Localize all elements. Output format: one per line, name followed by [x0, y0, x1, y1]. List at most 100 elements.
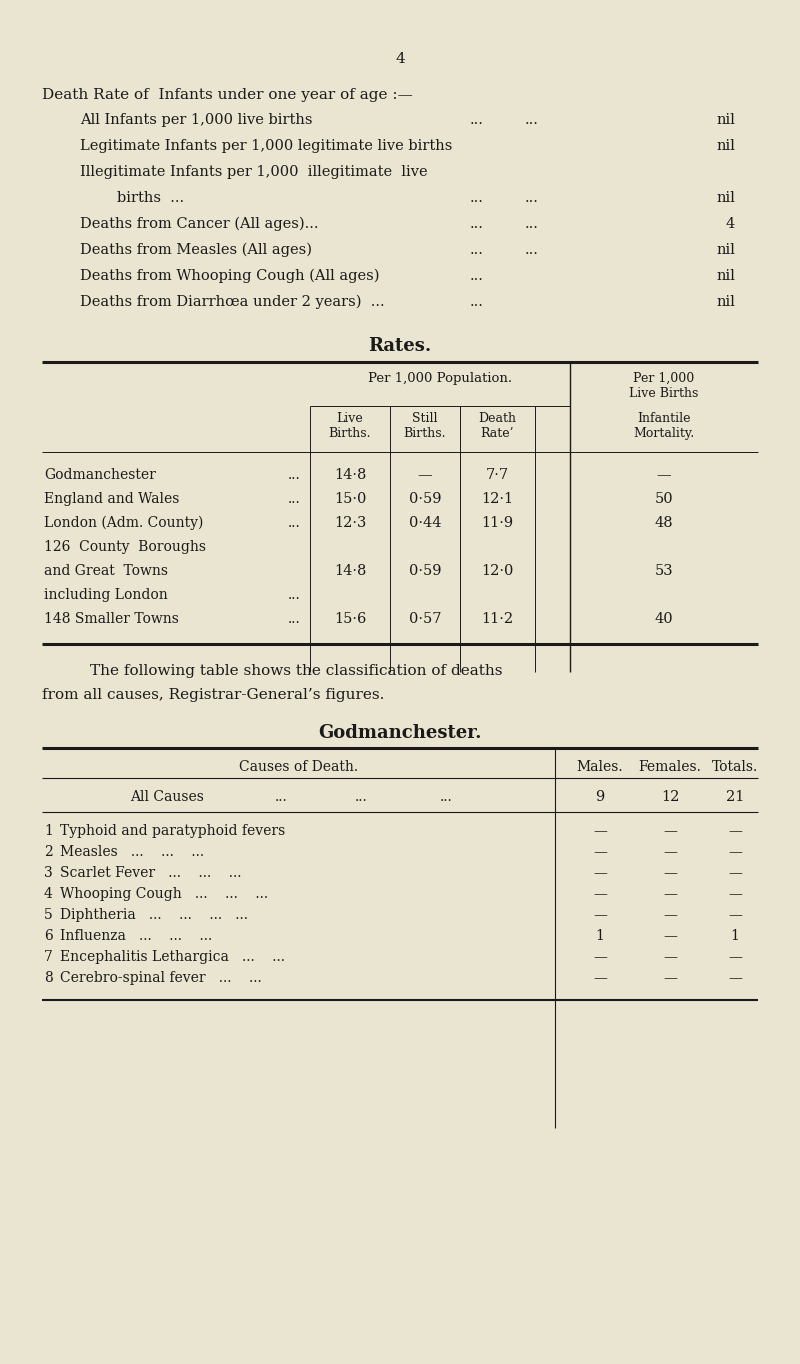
Text: Influenza   ...    ...    ...: Influenza ... ... ...: [60, 929, 212, 943]
Text: 12·1: 12·1: [482, 492, 514, 506]
Text: Infantile
Mortality.: Infantile Mortality.: [634, 412, 694, 441]
Text: —: —: [593, 971, 607, 985]
Text: —: —: [663, 866, 677, 880]
Text: Deaths from Diarrhœa under 2 years)  ...: Deaths from Diarrhœa under 2 years) ...: [80, 295, 385, 310]
Text: 0·44: 0·44: [409, 516, 442, 531]
Text: ...: ...: [470, 113, 484, 127]
Text: 7: 7: [44, 949, 53, 964]
Text: Typhoid and paratyphoid fevers: Typhoid and paratyphoid fevers: [60, 824, 286, 837]
Text: 2: 2: [44, 846, 53, 859]
Text: Causes of Death.: Causes of Death.: [239, 760, 358, 773]
Text: 1: 1: [44, 824, 53, 837]
Text: Per 1,000
Live Births: Per 1,000 Live Births: [630, 372, 698, 400]
Text: ...: ...: [470, 191, 484, 205]
Text: —: —: [593, 887, 607, 902]
Text: ...: ...: [275, 790, 288, 803]
Text: Legitimate Infants per 1,000 legitimate live births: Legitimate Infants per 1,000 legitimate …: [80, 139, 452, 153]
Text: London (Adm. County): London (Adm. County): [44, 516, 203, 531]
Text: ...: ...: [288, 492, 301, 506]
Text: 15·6: 15·6: [334, 612, 366, 626]
Text: 11·9: 11·9: [482, 516, 514, 531]
Text: ...: ...: [288, 516, 301, 531]
Text: 1: 1: [730, 929, 739, 943]
Text: nil: nil: [716, 269, 735, 282]
Text: —: —: [663, 949, 677, 964]
Text: The following table shows the classification of deaths: The following table shows the classifica…: [90, 664, 502, 678]
Text: 14·8: 14·8: [334, 563, 366, 578]
Text: 6: 6: [44, 929, 53, 943]
Text: All Causes: All Causes: [130, 790, 204, 803]
Text: from all causes, Registrar-General’s figures.: from all causes, Registrar-General’s fig…: [42, 687, 384, 702]
Text: 15·0: 15·0: [334, 492, 366, 506]
Text: Cerebro-spinal fever   ...    ...: Cerebro-spinal fever ... ...: [60, 971, 262, 985]
Text: ...: ...: [525, 113, 539, 127]
Text: 0·59: 0·59: [409, 563, 442, 578]
Text: —: —: [593, 824, 607, 837]
Text: including London: including London: [44, 588, 168, 602]
Text: Live
Births.: Live Births.: [329, 412, 371, 441]
Text: England and Wales: England and Wales: [44, 492, 179, 506]
Text: ...: ...: [288, 588, 301, 602]
Text: —: —: [728, 824, 742, 837]
Text: ...: ...: [525, 217, 539, 231]
Text: Per 1,000 Population.: Per 1,000 Population.: [368, 372, 512, 385]
Text: Females.: Females.: [638, 760, 702, 773]
Text: nil: nil: [716, 295, 735, 310]
Text: 4: 4: [726, 217, 735, 231]
Text: Deaths from Measles (All ages): Deaths from Measles (All ages): [80, 243, 312, 258]
Text: ...: ...: [288, 612, 301, 626]
Text: 48: 48: [654, 516, 674, 531]
Text: nil: nil: [716, 139, 735, 153]
Text: —: —: [663, 887, 677, 902]
Text: —: —: [728, 971, 742, 985]
Text: Godmanchester: Godmanchester: [44, 468, 156, 481]
Text: 0·59: 0·59: [409, 492, 442, 506]
Text: 7·7: 7·7: [486, 468, 509, 481]
Text: 126  County  Boroughs: 126 County Boroughs: [44, 540, 206, 554]
Text: —: —: [663, 929, 677, 943]
Text: Diphtheria   ...    ...    ...   ...: Diphtheria ... ... ... ...: [60, 908, 248, 922]
Text: 14·8: 14·8: [334, 468, 366, 481]
Text: 12: 12: [661, 790, 679, 803]
Text: —: —: [657, 468, 671, 481]
Text: 5: 5: [44, 908, 53, 922]
Text: —: —: [593, 949, 607, 964]
Text: —: —: [728, 846, 742, 859]
Text: Godmanchester.: Godmanchester.: [318, 724, 482, 742]
Text: nil: nil: [716, 243, 735, 256]
Text: 0·57: 0·57: [409, 612, 442, 626]
Text: —: —: [418, 468, 432, 481]
Text: —: —: [728, 949, 742, 964]
Text: All Infants per 1,000 live births: All Infants per 1,000 live births: [80, 113, 313, 127]
Text: and Great  Towns: and Great Towns: [44, 563, 168, 578]
Text: 1: 1: [595, 929, 605, 943]
Text: ...: ...: [525, 243, 539, 256]
Text: ...: ...: [440, 790, 453, 803]
Text: nil: nil: [716, 113, 735, 127]
Text: —: —: [728, 908, 742, 922]
Text: —: —: [663, 846, 677, 859]
Text: nil: nil: [716, 191, 735, 205]
Text: Deaths from Cancer (All ages)...: Deaths from Cancer (All ages)...: [80, 217, 318, 232]
Text: Rates.: Rates.: [368, 337, 432, 355]
Text: 21: 21: [726, 790, 744, 803]
Text: 11·2: 11·2: [482, 612, 514, 626]
Text: ...: ...: [470, 269, 484, 282]
Text: 40: 40: [654, 612, 674, 626]
Text: ...: ...: [470, 243, 484, 256]
Text: Measles   ...    ...    ...: Measles ... ... ...: [60, 846, 204, 859]
Text: 4: 4: [44, 887, 53, 902]
Text: —: —: [593, 908, 607, 922]
Text: 9: 9: [595, 790, 605, 803]
Text: —: —: [663, 971, 677, 985]
Text: Still
Births.: Still Births.: [404, 412, 446, 441]
Text: —: —: [593, 866, 607, 880]
Text: 4: 4: [395, 52, 405, 65]
Text: ...: ...: [288, 468, 301, 481]
Text: Death
Rate’: Death Rate’: [478, 412, 517, 441]
Text: ...: ...: [355, 790, 368, 803]
Text: —: —: [728, 866, 742, 880]
Text: ...: ...: [470, 295, 484, 310]
Text: —: —: [593, 846, 607, 859]
Text: Deaths from Whooping Cough (All ages): Deaths from Whooping Cough (All ages): [80, 269, 379, 284]
